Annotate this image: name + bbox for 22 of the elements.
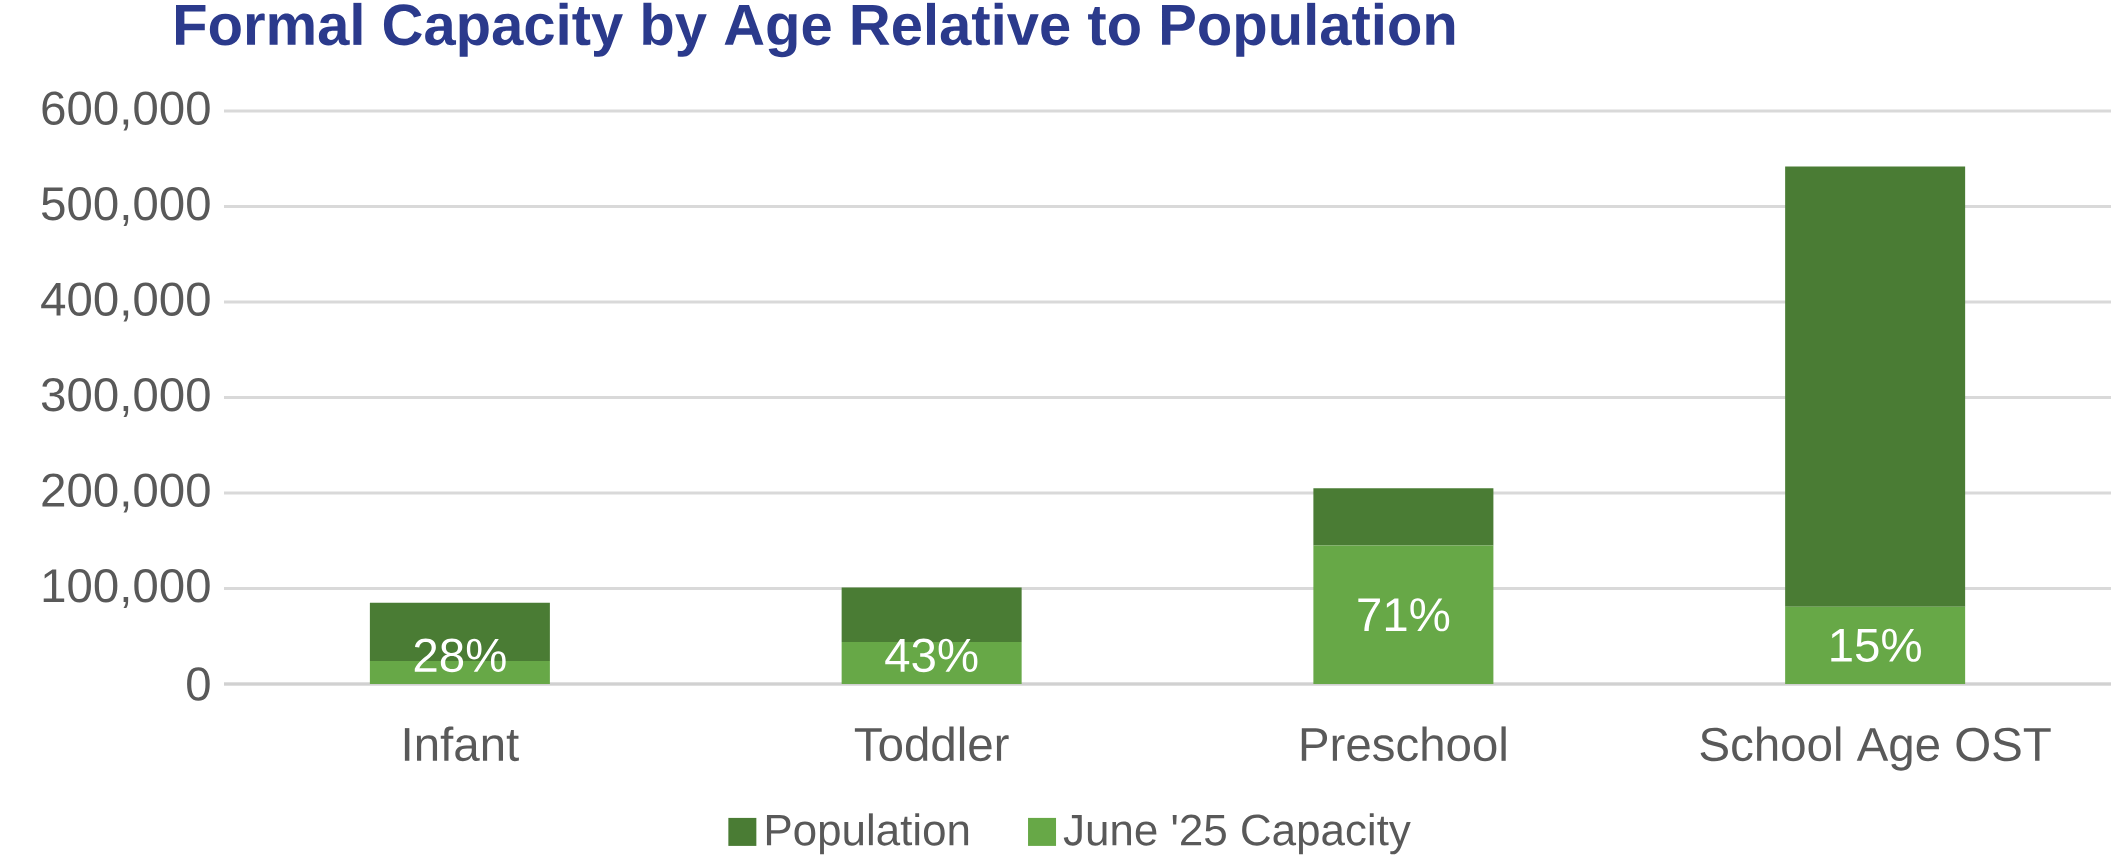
chart-title: Formal Capacity by Age Relative to Population [176,2,1455,58]
annotation: 28% [414,638,506,673]
y-tick-label: 300,000 [41,377,210,418]
x-tick-label: Infant [404,726,519,762]
y-tick-label: 200,000 [42,473,210,513]
annotation: 43% [885,638,978,673]
y-tick-label: 500,000 [41,186,210,227]
bar [1313,545,1494,684]
y-tick-label: 0 [187,667,210,701]
annotation: 15% [1831,628,1921,662]
y-tick-label: 100,000 [43,568,210,609]
x-tick-label: School Age OST [1700,726,2051,771]
y-tick-label: 600,000 [42,91,210,131]
bar [1785,166,1966,607]
x-tick-label: Toddler [854,726,1009,762]
legend-label: June '25 Capacity [1063,813,1411,855]
bar [1313,488,1494,546]
y-tick-label: 400,000 [41,282,210,322]
bar [1785,606,1966,684]
x-tick-label: Preschool [1301,726,1506,762]
annotation: 71% [1358,598,1450,632]
legend-label: Population [766,813,969,855]
